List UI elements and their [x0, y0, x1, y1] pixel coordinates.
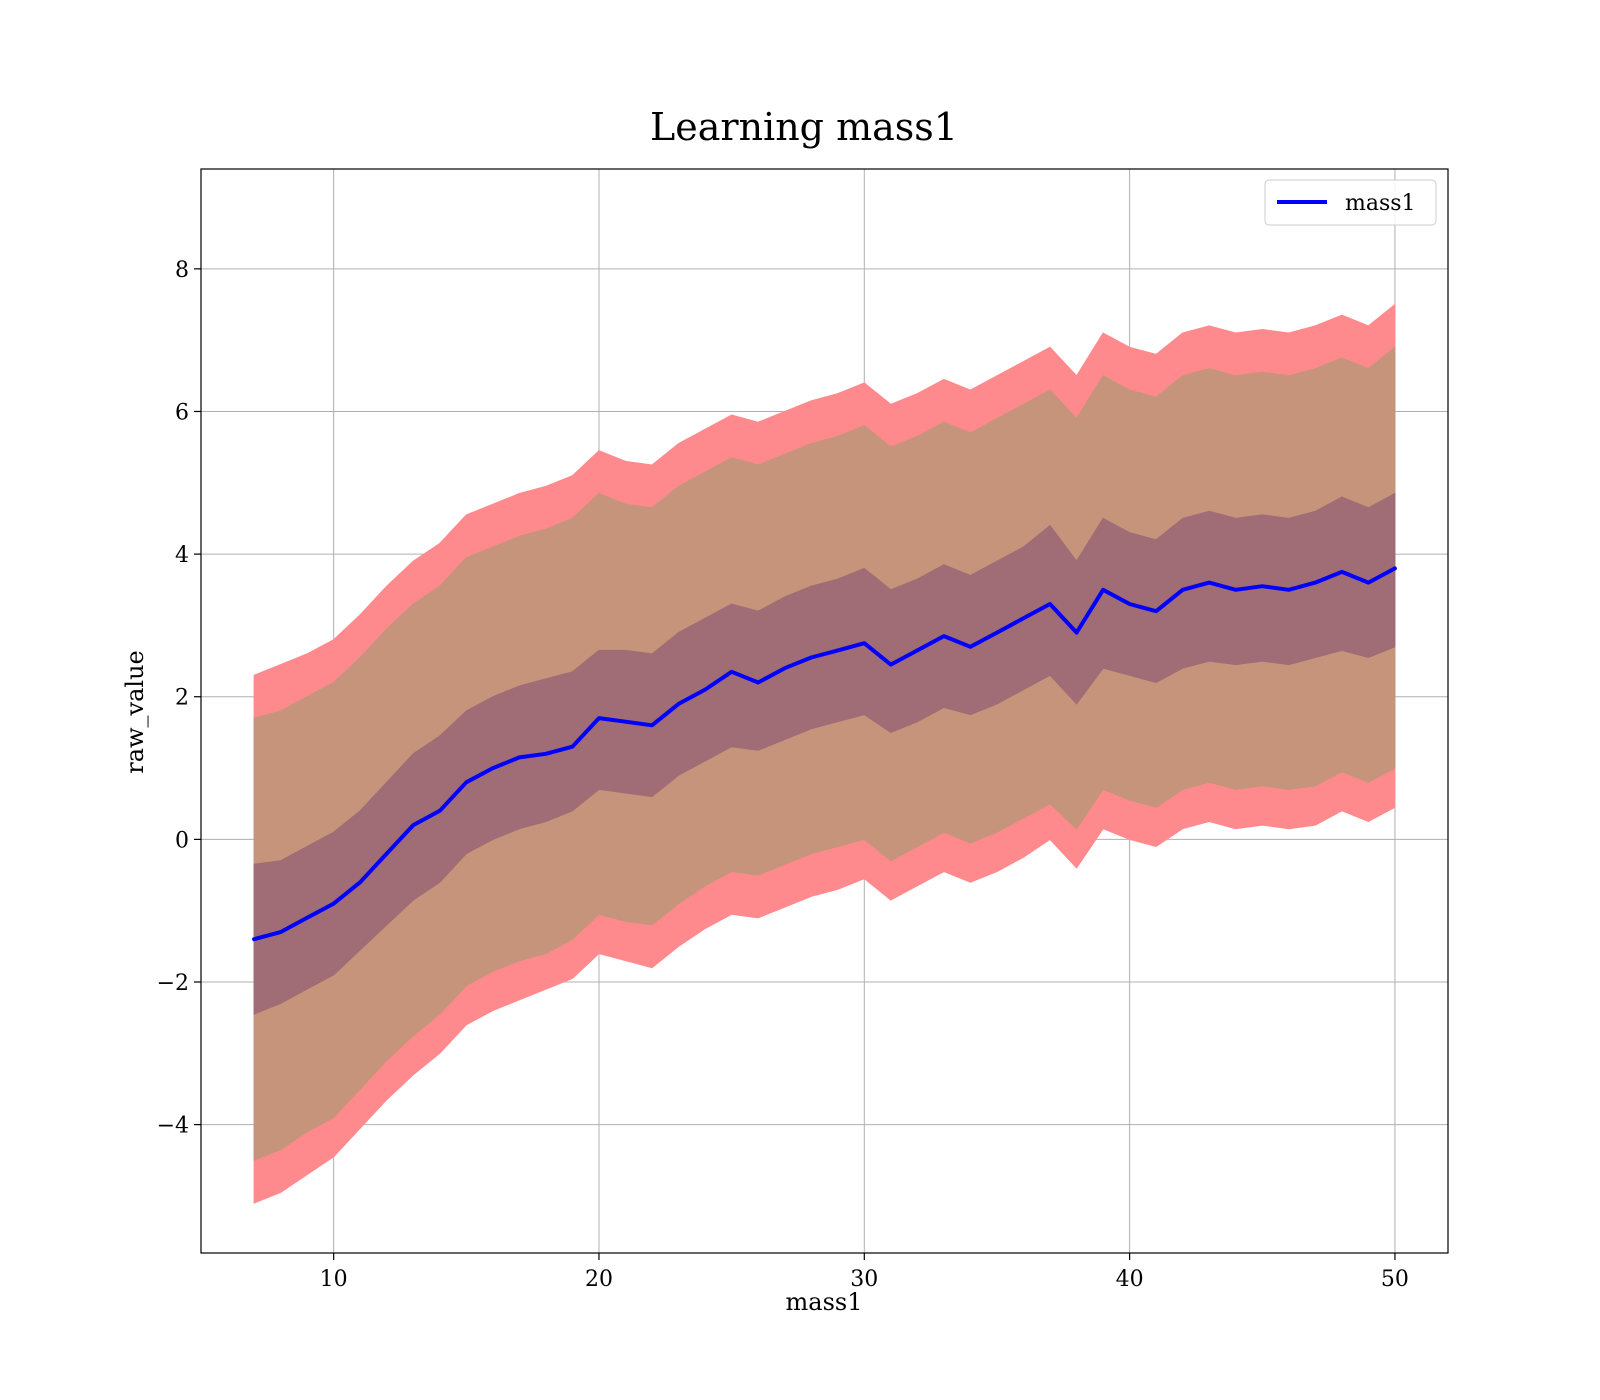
plot-frame [200, 168, 1449, 1254]
y-tick-label: 8 [175, 258, 189, 283]
y-tick-label: −4 [157, 1114, 189, 1139]
y-tick-label: 6 [175, 400, 189, 425]
series-lines [252, 566, 1397, 942]
y-tick-label: 0 [175, 828, 189, 853]
x-tick-label: 30 [850, 1267, 878, 1292]
x-tick-label: 10 [320, 1267, 348, 1292]
y-tick-label: 4 [175, 543, 189, 568]
x-tick-label: 50 [1381, 1267, 1409, 1292]
x-tick-label: 40 [1116, 1267, 1144, 1292]
legend-label-mass1: mass1 [1345, 191, 1416, 216]
confidence-bands [253, 303, 1396, 1204]
x-axis-label: mass1 [786, 1288, 863, 1316]
x-tick-label: 20 [585, 1267, 613, 1292]
legend-box [1264, 179, 1437, 226]
confidence-band-inner [253, 492, 1396, 1015]
ticks: 10 20 30 40 50 −4 −2 0 2 4 6 8 [157, 258, 1409, 1292]
series-line-mass1 [252, 566, 1397, 942]
y-tick-label: −2 [157, 971, 189, 996]
legend: mass1 [1264, 179, 1437, 226]
chart-title: Learning mass1 [650, 105, 958, 149]
y-tick-label: 2 [175, 686, 189, 711]
y-axis-label: raw_value [121, 650, 149, 774]
